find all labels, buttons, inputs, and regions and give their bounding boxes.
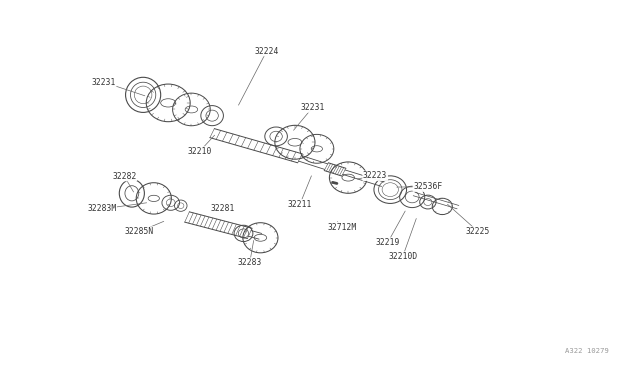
Text: 32283M: 32283M	[87, 205, 116, 214]
Text: A322 10279: A322 10279	[564, 348, 609, 354]
Text: 32219: 32219	[376, 238, 400, 247]
Text: 32210D: 32210D	[388, 252, 417, 261]
Text: 32285N: 32285N	[125, 227, 154, 236]
Text: 32231: 32231	[92, 78, 116, 87]
Text: 32224: 32224	[255, 46, 279, 55]
Text: 32283: 32283	[237, 258, 262, 267]
Text: 32712M: 32712M	[327, 223, 356, 232]
Text: 32225: 32225	[466, 227, 490, 236]
Text: 32282: 32282	[112, 171, 136, 181]
Text: 32211: 32211	[288, 200, 312, 209]
Text: 32536F: 32536F	[413, 182, 442, 191]
Text: 32231: 32231	[300, 103, 324, 112]
Text: 32210: 32210	[188, 147, 212, 156]
Text: 32223: 32223	[363, 171, 387, 180]
Text: 32281: 32281	[211, 205, 235, 214]
